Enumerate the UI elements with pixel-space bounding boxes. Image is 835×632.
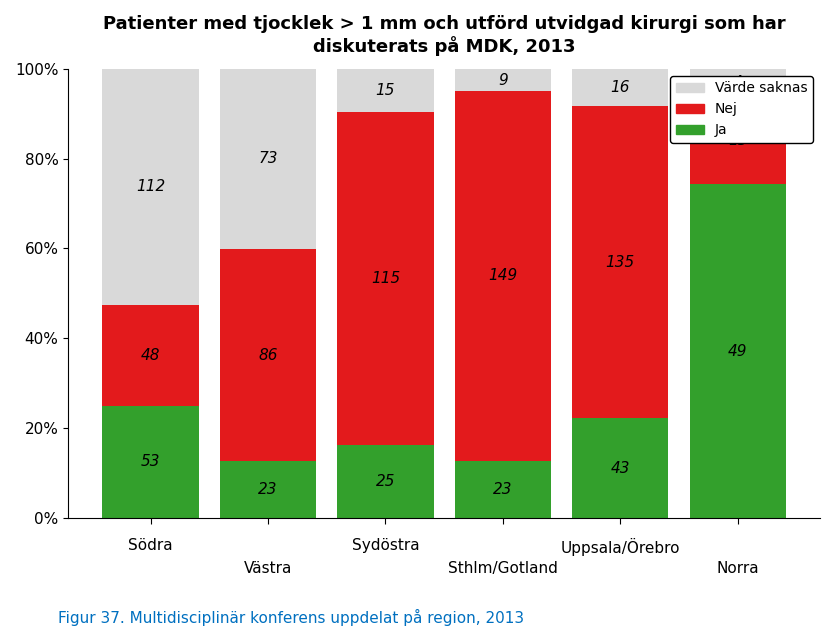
Bar [337, 446, 433, 518]
Bar [220, 249, 316, 461]
Text: 48: 48 [141, 348, 160, 363]
Bar [337, 69, 433, 112]
Text: 43: 43 [610, 461, 630, 476]
Text: 25: 25 [376, 474, 395, 489]
Title: Patienter med tjocklek > 1 mm och utförd utvidgad kirurgi som har
diskuterats på: Patienter med tjocklek > 1 mm och utförd… [103, 15, 786, 56]
Text: 16: 16 [610, 80, 630, 95]
Bar [220, 461, 316, 518]
Text: 115: 115 [371, 271, 400, 286]
Text: Södra: Södra [129, 538, 173, 553]
Bar [572, 69, 668, 106]
Text: 4: 4 [733, 75, 742, 90]
Bar [103, 406, 199, 518]
Text: Sydöstra: Sydöstra [352, 538, 419, 553]
Bar [690, 185, 786, 518]
Text: Uppsala/Örebro: Uppsala/Örebro [560, 538, 680, 556]
Text: 53: 53 [141, 454, 160, 470]
Bar [455, 461, 551, 518]
Text: 23: 23 [493, 482, 513, 497]
Text: 23: 23 [258, 482, 278, 497]
Bar [455, 91, 551, 461]
Bar [103, 69, 199, 305]
Legend: Värde saknas, Nej, Ja: Värde saknas, Nej, Ja [671, 76, 813, 143]
Text: Västra: Västra [244, 561, 292, 576]
Text: Sthlm/Gotland: Sthlm/Gotland [448, 561, 558, 576]
Bar [690, 96, 786, 185]
Text: 86: 86 [258, 348, 278, 363]
Bar [690, 69, 786, 96]
Text: 73: 73 [258, 152, 278, 166]
Bar [337, 112, 433, 446]
Text: 135: 135 [605, 255, 635, 270]
Text: 13: 13 [728, 133, 747, 148]
Text: 149: 149 [488, 269, 518, 284]
Bar [455, 69, 551, 91]
Bar [572, 106, 668, 418]
Text: 15: 15 [376, 83, 395, 98]
Text: 9: 9 [498, 73, 508, 87]
Text: 49: 49 [728, 344, 747, 359]
Bar [220, 69, 316, 249]
Text: 112: 112 [136, 179, 165, 195]
Text: Norra: Norra [716, 561, 759, 576]
Bar [572, 418, 668, 518]
Bar [103, 305, 199, 406]
Text: Figur 37. Multidisciplinär konferens uppdelat på region, 2013: Figur 37. Multidisciplinär konferens upp… [58, 609, 524, 626]
